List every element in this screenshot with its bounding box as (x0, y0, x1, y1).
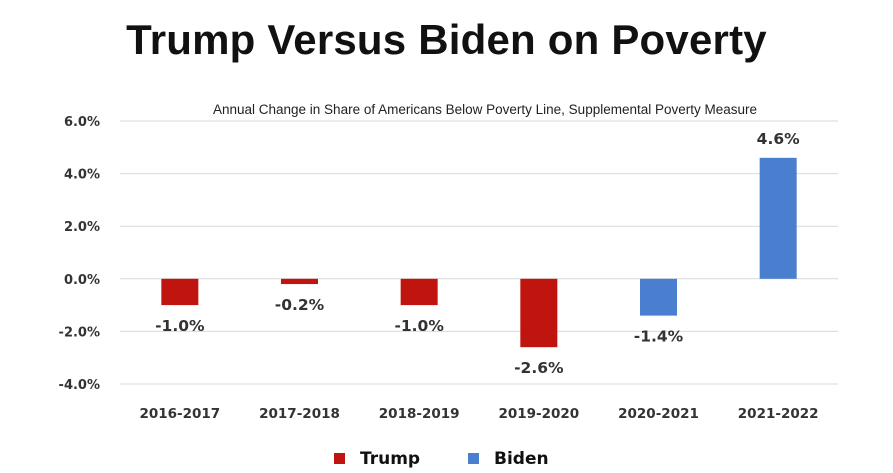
bar-2021-2022 (759, 157, 797, 279)
data-label: -1.0% (155, 317, 205, 335)
y-tick-label: -2.0% (59, 325, 100, 340)
data-label: -1.4% (634, 328, 684, 346)
data-labels: -1.0% -0.2% -1.0% -2.6% -1.4% 4.6% (155, 130, 800, 377)
x-tick-label: 2018-2019 (379, 406, 460, 422)
x-tick-label: 2020-2021 (618, 406, 699, 422)
y-tick-label: 4.0% (64, 168, 100, 183)
x-tick-label: 2016-2017 (139, 406, 220, 422)
x-tick-label: 2021-2022 (738, 406, 819, 422)
legend-swatch-trump (334, 453, 345, 464)
x-tick-label: 2017-2018 (259, 406, 340, 422)
bar-2017-2018 (281, 278, 318, 285)
bar-2019-2020 (520, 278, 558, 348)
y-axis-ticks: 6.0% 4.0% 2.0% 0.0% -2.0% -4.0% (59, 115, 100, 393)
legend: Trump Biden (334, 449, 549, 469)
bars (161, 157, 797, 348)
chart-title: Trump Versus Biden on Poverty (126, 16, 767, 63)
y-tick-label: 6.0% (64, 115, 100, 130)
bar-2018-2019 (400, 278, 438, 306)
y-tick-label: -4.0% (59, 378, 100, 393)
legend-label-trump: Trump (360, 449, 420, 469)
legend-swatch-biden (468, 453, 479, 464)
y-tick-label: 2.0% (64, 220, 100, 235)
legend-label-biden: Biden (494, 449, 549, 469)
chart-subtitle: Annual Change in Share of Americans Belo… (213, 102, 757, 117)
y-tick-label: 0.0% (64, 273, 100, 288)
bar-2020-2021 (640, 278, 677, 316)
data-label: -0.2% (275, 296, 325, 314)
data-label: 4.6% (757, 130, 800, 148)
x-axis-ticks: 2016-2017 2017-2018 2018-2019 2019-2020 2020… (139, 406, 818, 422)
data-label: -2.6% (514, 359, 564, 377)
bar-2016-2017 (161, 278, 199, 306)
x-tick-label: 2019-2020 (498, 406, 579, 422)
gridlines (120, 120, 838, 385)
data-label: -1.0% (394, 317, 444, 335)
